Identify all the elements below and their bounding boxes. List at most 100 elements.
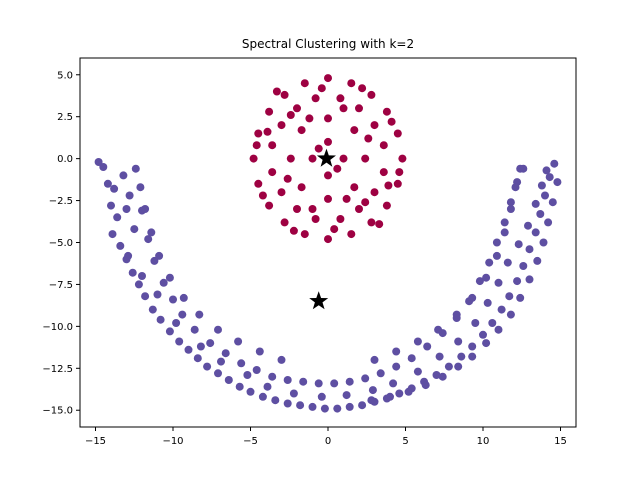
data-point — [525, 275, 534, 284]
data-point — [392, 362, 401, 371]
data-point — [169, 295, 177, 304]
data-point — [308, 205, 317, 213]
data-point — [395, 389, 404, 398]
data-point — [494, 325, 503, 334]
data-point — [452, 310, 461, 319]
data-point — [333, 164, 342, 173]
x-tick-label: 10 — [477, 436, 490, 447]
data-point — [536, 210, 545, 218]
data-point — [444, 362, 453, 371]
data-point — [214, 325, 222, 334]
data-point — [492, 238, 501, 247]
data-point — [277, 121, 286, 130]
data-point — [537, 181, 546, 190]
data-point — [271, 396, 280, 405]
data-point — [103, 179, 112, 188]
x-tick-label: −5 — [243, 436, 258, 447]
x-tick-label: 15 — [554, 436, 567, 447]
data-point — [296, 401, 305, 410]
data-point — [150, 256, 159, 265]
data-point — [468, 342, 477, 351]
data-point — [393, 179, 402, 188]
data-point — [286, 154, 295, 163]
x-tick-label: 0 — [325, 436, 331, 447]
data-point — [172, 319, 181, 327]
data-point — [141, 292, 150, 301]
data-point — [193, 354, 202, 363]
data-point — [324, 137, 332, 146]
data-point — [235, 382, 244, 391]
data-point — [483, 298, 492, 307]
data-point — [361, 374, 370, 383]
data-point — [289, 389, 298, 398]
data-point — [398, 154, 407, 163]
data-point — [393, 129, 402, 138]
data-point — [263, 382, 272, 391]
data-point — [297, 126, 306, 135]
data-point — [320, 404, 329, 413]
data-point — [541, 191, 549, 200]
data-point — [347, 79, 356, 88]
data-point — [457, 352, 466, 361]
data-point — [252, 366, 261, 374]
data-point — [525, 245, 534, 254]
data-point — [234, 337, 243, 346]
data-point — [413, 337, 422, 346]
data-point — [175, 337, 184, 346]
data-point — [249, 154, 258, 163]
data-point — [252, 141, 261, 150]
data-point — [165, 327, 174, 336]
data-point — [258, 191, 267, 200]
data-point — [277, 188, 286, 197]
data-point — [339, 104, 348, 113]
data-point — [297, 183, 306, 192]
data-point — [258, 392, 267, 401]
data-point — [116, 241, 125, 250]
data-point — [542, 166, 551, 175]
data-point — [324, 74, 332, 83]
data-point — [342, 194, 351, 203]
data-point — [134, 280, 143, 289]
data-point — [384, 181, 393, 190]
data-point — [375, 220, 384, 229]
data-point — [324, 235, 332, 244]
data-point — [178, 310, 187, 319]
data-point — [475, 277, 484, 286]
y-tick-label: −5.0 — [49, 238, 73, 249]
data-point — [370, 121, 379, 130]
chart-title: Spectral Clustering with k=2 — [242, 37, 414, 51]
data-point — [531, 199, 540, 208]
data-point — [336, 215, 345, 223]
data-point — [179, 293, 188, 302]
data-point — [203, 362, 212, 371]
data-point — [404, 387, 413, 396]
data-point — [492, 251, 501, 260]
data-point — [361, 154, 370, 163]
data-point — [488, 319, 497, 327]
data-point — [434, 325, 443, 334]
data-point — [548, 198, 557, 207]
data-point — [435, 352, 444, 361]
data-point — [438, 372, 447, 381]
data-point — [286, 111, 295, 119]
data-point — [367, 218, 376, 227]
y-axis: 5.0 2.5 0.0 −2.5 −5.0 −7.5 −10.0 −12.5 −15.0 — [42, 70, 80, 417]
data-point — [265, 201, 274, 210]
data-point — [324, 194, 332, 203]
data-point — [153, 290, 162, 299]
data-point — [336, 94, 345, 103]
data-point — [513, 277, 522, 286]
y-tick-label: 0.0 — [57, 154, 73, 165]
data-point — [268, 168, 277, 177]
y-tick-label: 2.5 — [57, 112, 73, 123]
data-point — [553, 178, 562, 187]
data-point — [342, 391, 351, 400]
data-point — [272, 87, 281, 96]
data-point — [333, 404, 342, 413]
data-point — [339, 154, 348, 163]
data-point — [524, 221, 532, 230]
data-point — [165, 273, 174, 282]
data-point — [243, 371, 252, 379]
data-point — [500, 228, 509, 237]
data-point — [122, 205, 131, 213]
